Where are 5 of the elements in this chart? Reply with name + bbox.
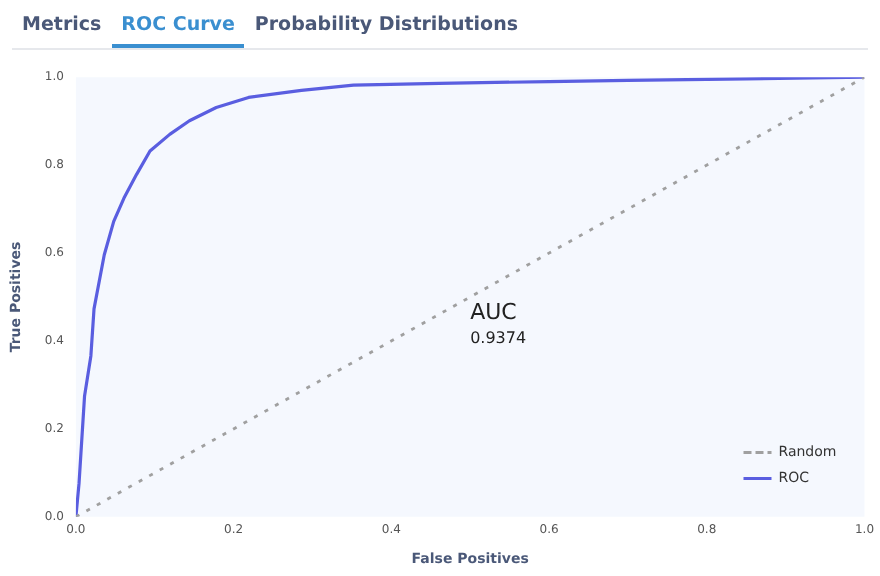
annotation: 0.9374 <box>470 328 527 347</box>
text: Probability Distributions <box>252 14 520 40</box>
text: Metrics <box>20 14 104 40</box>
annotation: AUC <box>470 298 518 325</box>
text: ROC Curve <box>111 14 245 48</box>
